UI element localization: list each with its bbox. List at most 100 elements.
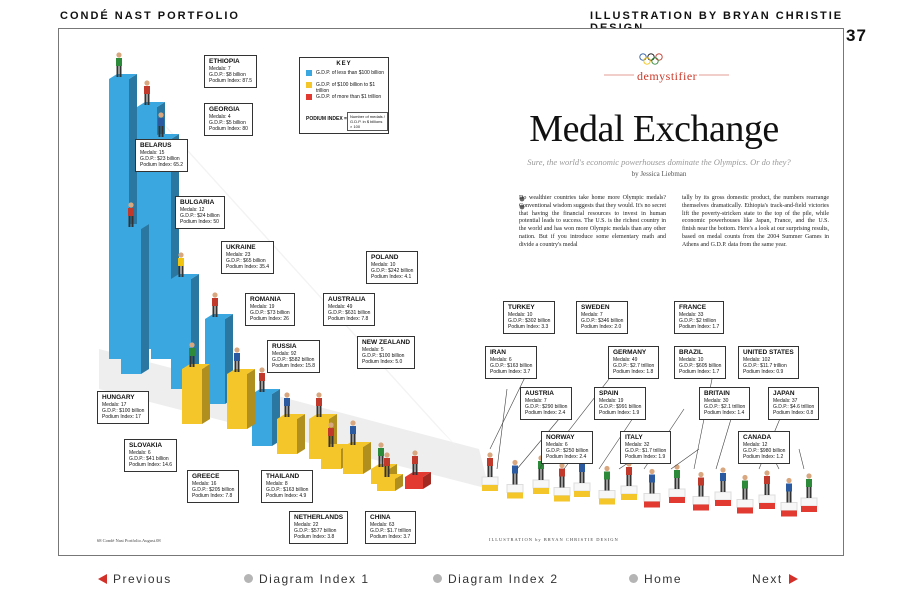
country-index: Podium Index: 15.8 [272,363,316,370]
country-name: UKRAINE [226,244,256,251]
athlete-head [234,347,240,353]
country-index: Podium Index: 5.0 [362,359,403,366]
country-index: Podium Index: 1.9 [625,454,666,461]
athlete-torso [649,474,655,483]
athlete-torso [412,456,418,464]
home-link[interactable]: Home [629,572,682,586]
arrow-right-icon [788,573,798,584]
podium-column-top [151,134,179,139]
athlete-leg [350,434,353,445]
home-label: Home [644,572,683,586]
country-callout: BRAZIL Medals: 10 G.D.P.: $605 billion Podi… [674,346,727,379]
country-index: Podium Index: 1.9 [599,410,640,417]
country-callout: TURKEY Medals: 10 G.D.P.: $302 billion Podi… [503,301,556,334]
podium-block-top [481,476,499,486]
athlete-leg [538,469,541,480]
country-medals: Medals: 19 [250,304,275,310]
publication-name: CONDÉ NAST PORTFOLIO [60,10,240,22]
podium-column-front [405,477,423,489]
country-medals: Medals: 7 [581,312,603,318]
country-callout: UNITED STATES Medals: 102 G.D.P.: $11.7 tr… [738,346,799,379]
diagram-index-2-label: Diagram Index 2 [448,572,559,586]
athlete-leg [607,479,610,491]
country-name: CANADA [743,434,772,441]
athlete-leg [629,475,632,486]
country-gdp: G.D.P.: $41 billion [129,456,169,463]
podium-block-top [643,493,661,502]
country-index: Podium Index: 4.1 [371,274,412,281]
next-button[interactable]: Next [752,572,798,586]
country-gdp: G.D.P.: $980 billion [743,448,786,455]
country-callout: THAILAND Medals: 8 G.D.P.: $163 billion Pod… [261,470,314,503]
country-gdp: G.D.P.: $631 billion [328,310,371,317]
podium-block [554,495,570,502]
country-medals: Medals: 23 [226,252,251,258]
podium-block [507,492,523,499]
country-gdp: G.D.P.: $100 billion [102,408,145,415]
country-name: ETHIOPIA [209,58,240,65]
athlete-leg [353,434,356,445]
athlete-leg [158,126,161,137]
podium-block [715,500,731,506]
previous-button[interactable]: Previous [98,572,172,586]
athlete-head [720,467,726,473]
country-index: Podium Index: 1.4 [704,410,745,417]
athlete-leg [381,456,384,467]
country-index: Podium Index: 0.9 [743,369,784,376]
country-medals: Medals: 92 [272,351,297,357]
legend-label: G.D.P. of less than $100 billion [316,70,385,76]
podium-column-side [202,364,210,424]
country-medals: Medals: 102 [743,357,771,363]
country-gdp: G.D.P.: $2.7 trillion [613,363,655,370]
country-gdp: G.D.P.: $8 billion [209,72,246,79]
athlete-leg [604,479,607,491]
podium-block-top [692,496,710,505]
page-footer-right: ILLUSTRATION by BRYAN CHRISTIE DESIGN [489,537,619,542]
country-callout: SLOVAKIA Medals: 6 G.D.P.: $41 billion Podi… [124,439,178,472]
athlete-torso [806,479,812,487]
diagram-index-2-link[interactable]: Diagram Index 2 [433,572,559,586]
podium-column-top [321,444,349,449]
podium-block-top [714,491,732,501]
athlete-torso [384,458,390,466]
athlete-leg [387,466,390,477]
podium-column-front [227,374,247,429]
country-gdp: G.D.P.: $24 billion [180,213,220,220]
athlete-torso [328,428,334,436]
athlete-leg [259,381,262,392]
podium-block [482,485,498,491]
athlete-leg [212,306,215,317]
athlete-leg [192,356,195,367]
athlete-leg [720,481,723,492]
athlete-head [786,477,792,484]
podium-block [759,503,775,509]
athlete-leg [262,381,265,392]
country-medals: Medals: 4 [209,114,231,120]
athlete-head [806,473,812,479]
country-medals: Medals: 19 [599,398,624,404]
athlete-head [284,392,290,398]
podium-block [621,494,637,500]
athlete-head [259,367,265,373]
previous-label: Previous [113,572,172,586]
athlete-head [328,422,334,428]
athlete-leg [806,487,809,498]
country-name: POLAND [371,254,399,261]
country-index: Podium Index: 0.8 [773,410,814,417]
athlete-leg [144,94,147,105]
country-gdp: G.D.P.: $242 billion [371,268,414,275]
country-index: Podium Index: 14.6 [129,462,173,469]
athlete-leg [541,469,544,480]
podium-column-top [205,314,233,319]
country-name: NETHERLANDS [294,514,344,521]
podium-column-top [371,464,397,469]
leader-line [798,448,805,470]
diagram-index-1-link[interactable]: Diagram Index 1 [244,572,370,586]
country-name: IRAN [490,349,506,356]
podium-column-front [377,479,395,491]
athlete-head [212,292,218,298]
podium-column-top [171,274,199,279]
podium-column-front [121,229,141,374]
country-medals: Medals: 6 [546,442,568,448]
athlete-leg [331,436,334,447]
